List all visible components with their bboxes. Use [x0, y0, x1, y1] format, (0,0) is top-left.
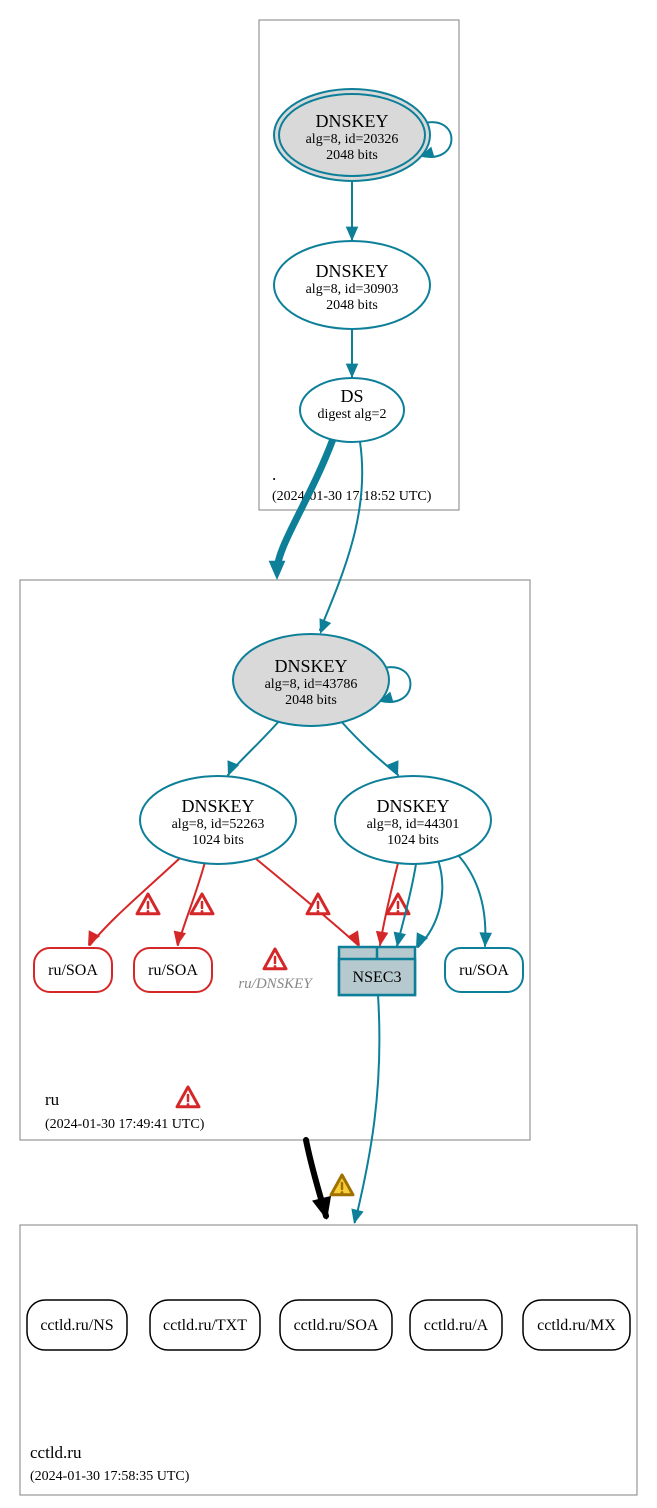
node-sub: 1024 bits — [192, 833, 244, 848]
node-label: ru/SOA — [148, 962, 198, 979]
node-sub: 2048 bits — [285, 693, 337, 708]
node-label: cctld.ru/NS — [40, 1317, 113, 1334]
node-label: ru/SOA — [48, 962, 98, 979]
node-label: cctld.ru/A — [424, 1317, 489, 1334]
node-sub: alg=8, id=20326 — [306, 132, 399, 147]
zone-timestamp: (2024-01-30 17:18:52 UTC) — [272, 489, 432, 504]
zone-label: cctld.ru — [30, 1443, 82, 1462]
error-icon — [177, 1087, 199, 1107]
node-sub: alg=8, id=43786 — [265, 677, 358, 692]
node-ru_dnskey_ph: ru/DNSKEY — [238, 976, 313, 992]
error-icon — [264, 949, 286, 969]
node-title: DNSKEY — [181, 796, 254, 816]
error-icon — [137, 894, 159, 914]
node-label: cctld.ru/MX — [537, 1317, 616, 1334]
node-sub: alg=8, id=44301 — [367, 817, 460, 832]
node-title: DNSKEY — [274, 656, 347, 676]
node-title: DNSKEY — [376, 796, 449, 816]
zone-label: . — [272, 465, 276, 484]
node-label: cctld.ru/SOA — [294, 1317, 379, 1334]
warning-icon — [331, 1175, 353, 1195]
node-sub: alg=8, id=30903 — [306, 282, 399, 297]
node-title: DS — [340, 386, 363, 406]
node-label: NSEC3 — [353, 969, 402, 986]
node-title: DNSKEY — [315, 111, 388, 131]
node-sub: alg=8, id=52263 — [172, 817, 265, 832]
zone-box-cctld — [20, 1225, 637, 1495]
node-label: ru/SOA — [459, 962, 509, 979]
node-sub: 2048 bits — [326, 148, 378, 163]
zone-label: ru — [45, 1090, 60, 1109]
zone-timestamp: (2024-01-30 17:58:35 UTC) — [30, 1469, 190, 1484]
zone-timestamp: (2024-01-30 17:49:41 UTC) — [45, 1117, 205, 1132]
node-sub: 2048 bits — [326, 298, 378, 313]
node-label: cctld.ru/TXT — [163, 1317, 247, 1334]
node-sub: 1024 bits — [387, 833, 439, 848]
node-sub: digest alg=2 — [318, 407, 387, 422]
node-title: DNSKEY — [315, 261, 388, 281]
